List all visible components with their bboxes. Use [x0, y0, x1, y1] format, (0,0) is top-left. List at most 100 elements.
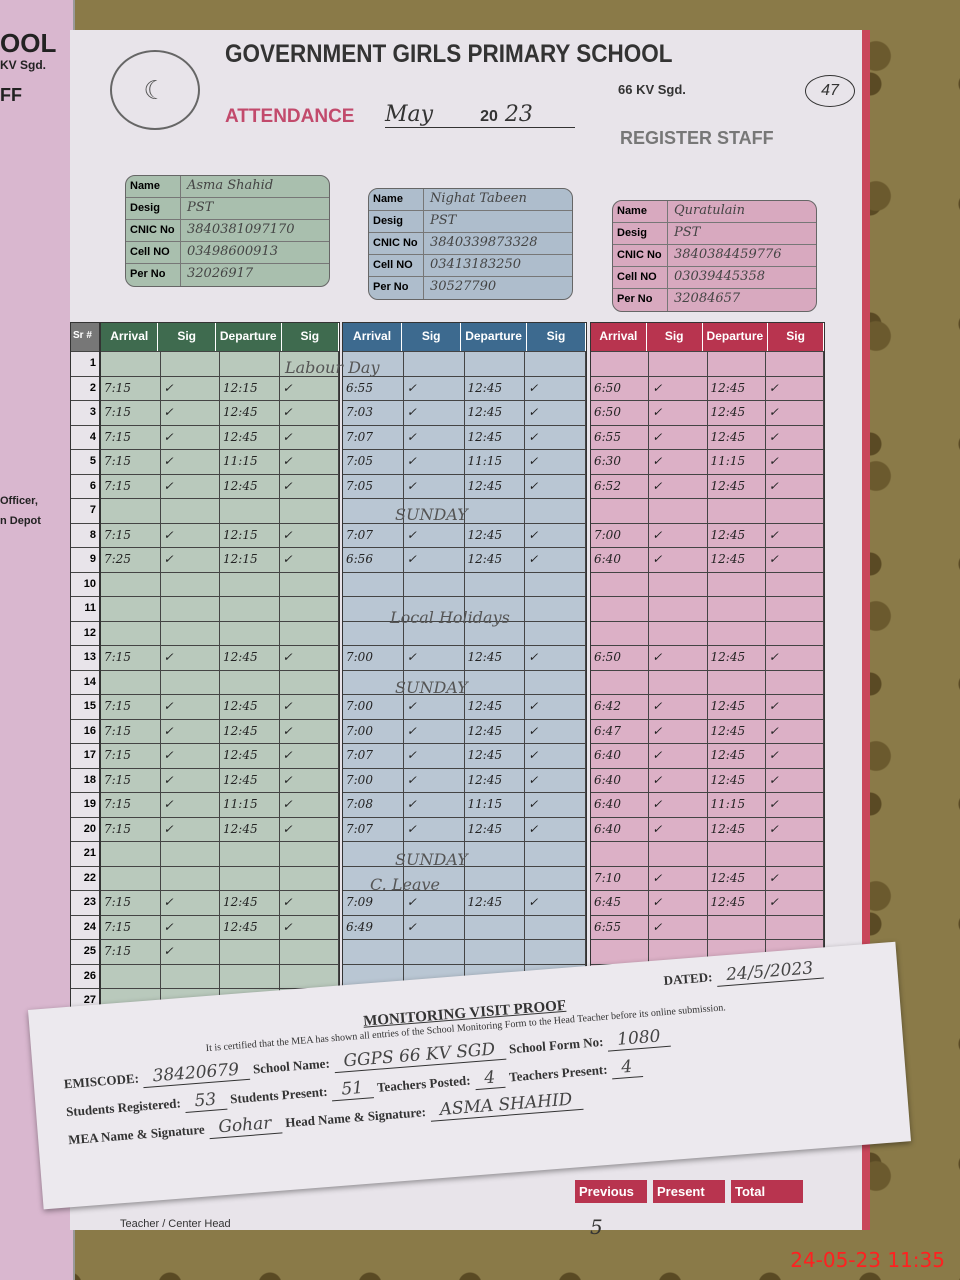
signature-mark: ✓ — [649, 376, 708, 400]
empty-cell — [101, 352, 161, 376]
empty-cell — [649, 572, 708, 596]
table-row: 7:15 ✓ 12:45 ✓ — [101, 718, 339, 743]
departure-time: 12:45 — [465, 768, 526, 792]
present-label: Present — [653, 1180, 725, 1203]
signature-mark: ✓ — [280, 548, 339, 572]
card-value-name: Nighat Tabeen — [430, 191, 527, 206]
empty-cell — [280, 842, 339, 866]
signature-mark: ✓ — [649, 474, 708, 498]
arrival-time: 7:15 — [101, 817, 161, 841]
serial-number: 18 — [71, 767, 99, 793]
card-label: Cell NO — [126, 242, 181, 263]
signature-mark: ✓ — [280, 401, 339, 425]
card-label: Per No — [369, 277, 424, 299]
empty-cell — [525, 940, 586, 964]
students-registered-value: 53 — [183, 1088, 228, 1113]
teachers-posted-value: 4 — [473, 1066, 507, 1091]
empty-cell — [220, 621, 280, 645]
arrival-time: 7:15 — [101, 523, 161, 547]
card-label: Per No — [613, 289, 668, 311]
totals-header: Previous Present Total — [575, 1180, 803, 1203]
students-present-label: Students Present: — [229, 1083, 329, 1107]
card-row-cnic: CNIC No 3840381097170 — [126, 220, 329, 242]
arrival-time: 7:15 — [101, 915, 161, 939]
empty-cell — [161, 597, 220, 621]
card-label: CNIC No — [126, 220, 181, 241]
signature-mark: ✓ — [161, 523, 220, 547]
departure-time: 12:45 — [220, 695, 280, 719]
card-value-name: Asma Shahid — [187, 178, 274, 193]
empty-cell — [708, 572, 766, 596]
departure-time: 11:15 — [465, 450, 526, 474]
table-header: Arrival Sig Departure Sig — [343, 323, 587, 351]
table-row: 6:55 ✓ 12:45 ✓ — [343, 375, 586, 400]
empty-cell — [404, 621, 465, 645]
signature-mark: ✓ — [404, 523, 465, 547]
year-suffix: 23 — [504, 102, 533, 127]
signature-mark: ✓ — [404, 548, 465, 572]
card-label: Name — [126, 176, 181, 197]
empty-cell — [591, 940, 650, 964]
card-label: CNIC No — [613, 245, 668, 266]
signature-mark: ✓ — [525, 450, 586, 474]
empty-cell — [343, 940, 404, 964]
table-row — [591, 841, 824, 866]
table-row: 7:07 ✓ 12:45 ✓ — [343, 522, 586, 547]
empty-cell — [343, 352, 404, 376]
signature-mark: ✓ — [525, 523, 586, 547]
departure-time: 12:45 — [465, 425, 526, 449]
departure-time: 12:45 — [220, 768, 280, 792]
arrival-time: 6:50 — [591, 376, 650, 400]
departure-time: 12:15 — [220, 376, 280, 400]
card-row-cell: Cell NO 03413183250 — [369, 255, 572, 277]
signature-mark: ✓ — [280, 793, 339, 817]
mea-label: MEA Name & Signature — [67, 1121, 206, 1148]
serial-number: 20 — [71, 816, 99, 842]
signature-mark: ✓ — [280, 450, 339, 474]
staff-info-card: Name Nighat Tabeen Desig PST CNIC No 38403398… — [368, 188, 573, 300]
departure-time: 11:15 — [220, 793, 280, 817]
empty-cell — [343, 964, 404, 988]
card-label: Per No — [126, 264, 181, 286]
signature-mark: ✓ — [525, 768, 586, 792]
card-row-per_no: Per No 30527790 — [369, 277, 572, 299]
empty-cell — [649, 842, 708, 866]
table-row: 6:50 ✓ 12:45 ✓ — [591, 375, 824, 400]
table-row: 6:50 ✓ 12:45 ✓ — [591, 400, 824, 425]
empty-cell — [766, 499, 824, 523]
card-row-cnic: CNIC No 3840384459776 — [613, 245, 816, 267]
table-row: 7:15 ✓ 12:45 ✓ — [101, 694, 339, 719]
arrival-time: 6:42 — [591, 695, 650, 719]
table-row: 7:15 ✓ 12:45 ✓ — [101, 816, 339, 841]
empty-cell — [101, 572, 161, 596]
signature-mark: ✓ — [766, 817, 824, 841]
table-row — [591, 571, 824, 596]
arrival-time: 6:30 — [591, 450, 650, 474]
empty-cell — [101, 597, 161, 621]
card-row-cell: Cell NO 03039445358 — [613, 267, 816, 289]
arrival-time: 6:52 — [591, 474, 650, 498]
empty-cell — [591, 842, 650, 866]
empty-cell — [280, 621, 339, 645]
serial-number: 12 — [71, 620, 99, 646]
departure-time: 12:15 — [220, 523, 280, 547]
signature-mark: ✓ — [525, 376, 586, 400]
signature-mark: ✓ — [649, 646, 708, 670]
card-value-desig: PST — [674, 225, 701, 240]
column-header: Departure — [216, 323, 282, 351]
signature-mark: ✓ — [766, 891, 824, 915]
empty-cell — [343, 866, 404, 890]
table-row: 7:15 ✓ 12:45 ✓ — [101, 767, 339, 792]
head-value: ASMA SHAHID — [428, 1088, 584, 1122]
departure-time: 12:45 — [465, 817, 526, 841]
empty-cell — [766, 597, 824, 621]
table-header: Arrival Sig Departure Sig — [591, 323, 824, 351]
signature-mark: ✓ — [525, 401, 586, 425]
arrival-time: 7:15 — [101, 768, 161, 792]
empty-cell — [101, 842, 161, 866]
signature-mark: ✓ — [649, 817, 708, 841]
teachers-posted-label: Teachers Posted: — [376, 1072, 472, 1095]
empty-cell — [101, 499, 161, 523]
empty-cell — [766, 621, 824, 645]
card-value-cell: 03413183250 — [430, 257, 521, 272]
